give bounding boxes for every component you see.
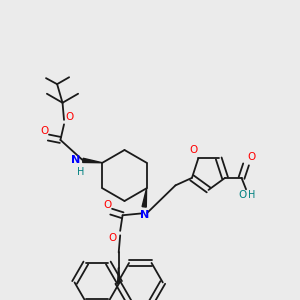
Text: O: O xyxy=(103,200,112,210)
Text: O: O xyxy=(41,126,49,136)
Text: O: O xyxy=(247,152,255,162)
Polygon shape xyxy=(83,158,102,163)
Text: N: N xyxy=(140,211,149,220)
Polygon shape xyxy=(142,188,147,207)
Text: N: N xyxy=(71,155,80,165)
Text: O: O xyxy=(190,146,198,155)
Text: O: O xyxy=(108,233,117,243)
Text: H: H xyxy=(77,167,84,177)
Text: O: O xyxy=(238,190,246,200)
Text: H: H xyxy=(248,190,255,200)
Text: O: O xyxy=(65,112,74,122)
